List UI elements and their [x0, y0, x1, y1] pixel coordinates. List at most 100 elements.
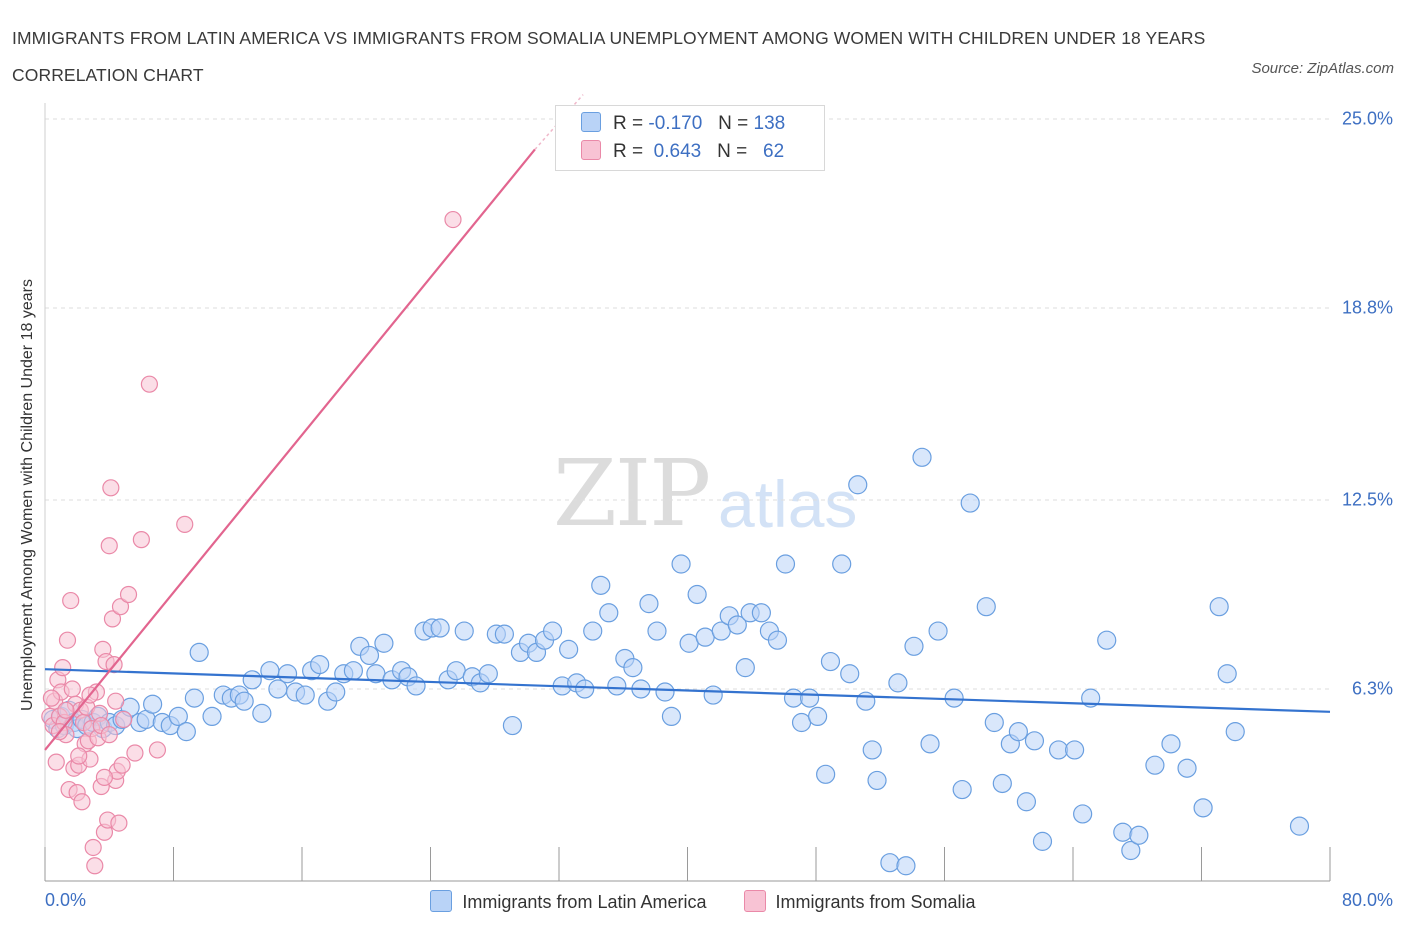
latin-america-point — [494, 624, 514, 644]
latin-america-point — [591, 575, 611, 595]
latin-america-point — [703, 685, 723, 705]
y-tick-label-2: 18.8% — [1341, 297, 1393, 318]
somalia-point — [115, 710, 133, 729]
latin-america-point — [912, 447, 932, 467]
latin-america-point — [143, 694, 163, 714]
latin-america-point — [791, 712, 812, 733]
legend-r-label-1: R = — [613, 113, 644, 134]
somalia-point — [63, 680, 81, 698]
somalia-point — [57, 701, 75, 719]
somalia-point — [107, 692, 125, 710]
latin-america-point — [583, 621, 603, 641]
latin-america-point — [727, 615, 747, 635]
somalia-point — [111, 598, 130, 616]
latin-america-point — [735, 658, 755, 678]
y-tick-label-3: 25.0% — [1341, 108, 1393, 129]
latin-america-point — [1024, 731, 1045, 751]
latin-america-point — [661, 706, 682, 727]
somalia-point — [126, 744, 144, 762]
somalia-point — [95, 768, 114, 786]
legend-r-value-1: -0.170 — [648, 113, 703, 134]
latin-america-point — [1097, 630, 1117, 650]
somalia-point — [148, 741, 167, 759]
latin-america-point — [189, 642, 209, 663]
latin-america-point — [888, 673, 908, 693]
latin-america-point — [655, 682, 675, 702]
latin-america-point — [695, 627, 715, 647]
latin-america-point — [326, 682, 346, 702]
somalia-point — [100, 726, 118, 744]
latin-america-point — [775, 554, 796, 574]
x-tick-label-max: 80.0% — [1341, 890, 1393, 910]
somalia-point — [58, 631, 77, 649]
latin-america-point — [374, 633, 394, 653]
somalia-point — [444, 210, 462, 229]
latin-america-point — [1217, 664, 1237, 684]
y-tick-label-0: 6.3% — [1351, 678, 1393, 699]
latin-america-point — [1193, 798, 1213, 818]
latin-america-point — [992, 773, 1012, 794]
latin-america-point — [406, 676, 426, 696]
watermark-zip: ZIP — [553, 440, 711, 547]
series-legend: Immigrants from Latin America Immigrants… — [0, 890, 1406, 913]
latin-america-point — [1209, 597, 1229, 617]
somalia-point — [140, 375, 159, 393]
latin-america-point — [478, 664, 498, 684]
somalia-trend-line — [44, 148, 536, 751]
latin-america-point — [639, 594, 659, 614]
legend-r-label-2: R = — [613, 141, 644, 162]
latin-america-point — [1073, 804, 1093, 824]
series-legend-somalia: Immigrants from Somalia — [743, 890, 976, 913]
latin-america-point — [295, 685, 315, 705]
latin-america-point — [252, 703, 272, 723]
latin-america-point — [1121, 840, 1141, 861]
latin-america-point — [1065, 740, 1085, 760]
latin-america-point — [952, 779, 972, 800]
latin-america-point — [277, 664, 298, 684]
latin-america-point — [862, 740, 882, 760]
latin-america-point — [816, 764, 836, 784]
latin-america-point — [1177, 758, 1197, 778]
somalia-point — [102, 479, 120, 497]
latin-america-point — [671, 554, 691, 574]
latin-america-point — [1129, 825, 1149, 845]
latin-america-point — [687, 584, 707, 605]
chart-source: Source: ZipAtlas.com — [1251, 60, 1394, 77]
latin-america-point — [202, 706, 222, 727]
legend-n-value-2: 62 — [763, 141, 785, 162]
latin-america-point — [454, 621, 474, 641]
latin-america-point — [896, 856, 916, 876]
somalia-point — [176, 515, 194, 533]
latin-america-point — [848, 475, 868, 495]
chart-title: IMMIGRANTS FROM LATIN AMERICA VS IMMIGRA… — [12, 28, 1206, 85]
latin-america-point — [1161, 734, 1181, 754]
somalia-point — [54, 659, 72, 677]
latin-america-point — [783, 688, 804, 708]
legend-row-latin-america: R = -0.170 N = 138 — [581, 112, 785, 140]
somalia-point — [100, 537, 118, 555]
latin-america-point — [310, 654, 330, 675]
y-tick-label-1: 12.5% — [1341, 489, 1393, 510]
latin-america-point — [880, 853, 900, 873]
series-legend-latin-america: Immigrants from Latin America — [430, 890, 707, 913]
latin-america-point — [575, 679, 595, 699]
latin-america-point — [808, 706, 828, 727]
latin-america-point — [176, 722, 196, 742]
somalia-point — [132, 531, 150, 549]
latin-america-point — [647, 621, 667, 641]
latin-america-point — [920, 734, 940, 754]
series-legend-label-latin-america: Immigrants from Latin America — [462, 892, 707, 912]
latin-america-point — [1113, 822, 1133, 842]
latin-america-point — [1016, 792, 1037, 812]
latin-america-point — [1048, 740, 1069, 760]
latin-america-point — [607, 676, 627, 696]
legend-swatch-somalia — [581, 140, 601, 160]
latin-america-point — [599, 603, 619, 623]
latin-america-point — [502, 715, 523, 736]
latin-america-point — [1081, 688, 1101, 708]
latin-america-point — [184, 688, 204, 708]
latin-america-point — [234, 691, 254, 711]
legend-n-value-1: 138 — [753, 113, 786, 134]
latin-america-point — [359, 645, 380, 666]
latin-america-point — [542, 621, 563, 641]
